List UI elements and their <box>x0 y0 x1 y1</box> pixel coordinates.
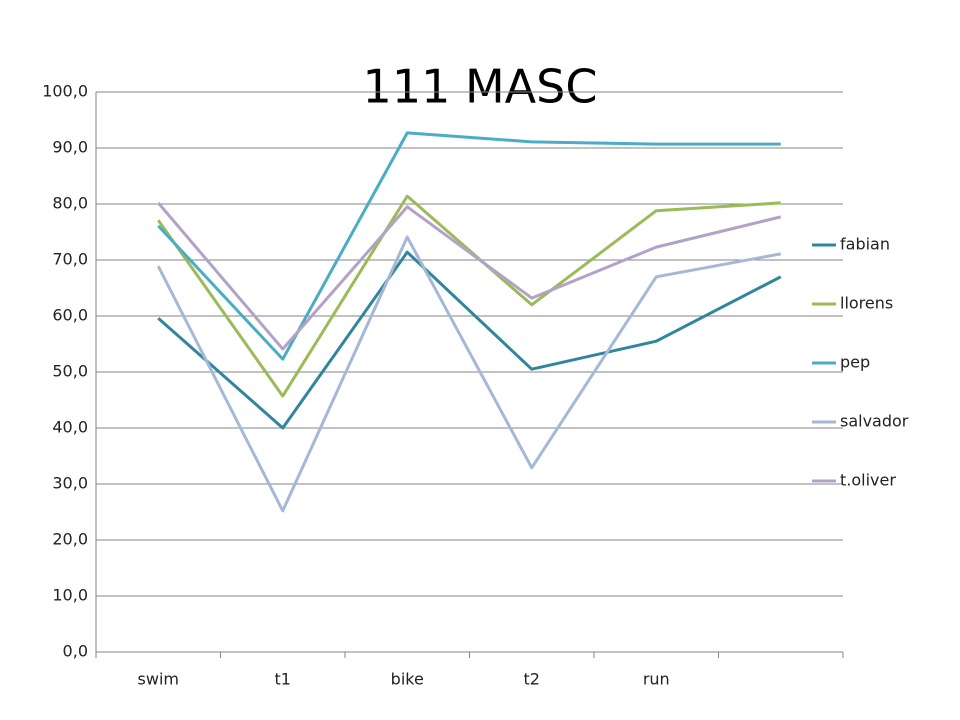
x-tick-label: swim <box>138 670 179 689</box>
x-tick-label: bike <box>391 670 424 689</box>
x-tick-label: t1 <box>275 670 291 689</box>
series-line <box>157 250 782 430</box>
x-tick-label: run <box>643 670 670 689</box>
series-line <box>157 201 782 351</box>
legend-label: pep <box>840 353 870 372</box>
series-line <box>156 235 782 513</box>
y-tick-label: 100,0 <box>42 82 88 101</box>
y-tick-label: 90,0 <box>52 138 88 157</box>
legend-label: t.oliver <box>840 471 896 490</box>
series-line <box>157 131 781 361</box>
y-tick-label: 70,0 <box>52 250 88 269</box>
y-tick-label: 40,0 <box>52 418 88 437</box>
y-tick-label: 0,0 <box>63 642 88 661</box>
chart-title: 111 MASC <box>363 60 598 114</box>
legend-label: fabian <box>840 235 890 254</box>
legend-label: salvador <box>840 412 909 431</box>
x-tick-label: t2 <box>524 670 540 689</box>
y-tick-label: 50,0 <box>52 362 88 381</box>
y-tick-label: 10,0 <box>52 586 88 605</box>
series-line <box>157 194 781 398</box>
y-tick-label: 30,0 <box>52 474 88 493</box>
y-tick-label: 80,0 <box>52 194 88 213</box>
y-tick-label: 20,0 <box>52 530 88 549</box>
legend-label: llorens <box>840 294 893 313</box>
y-tick-label: 60,0 <box>52 306 88 325</box>
